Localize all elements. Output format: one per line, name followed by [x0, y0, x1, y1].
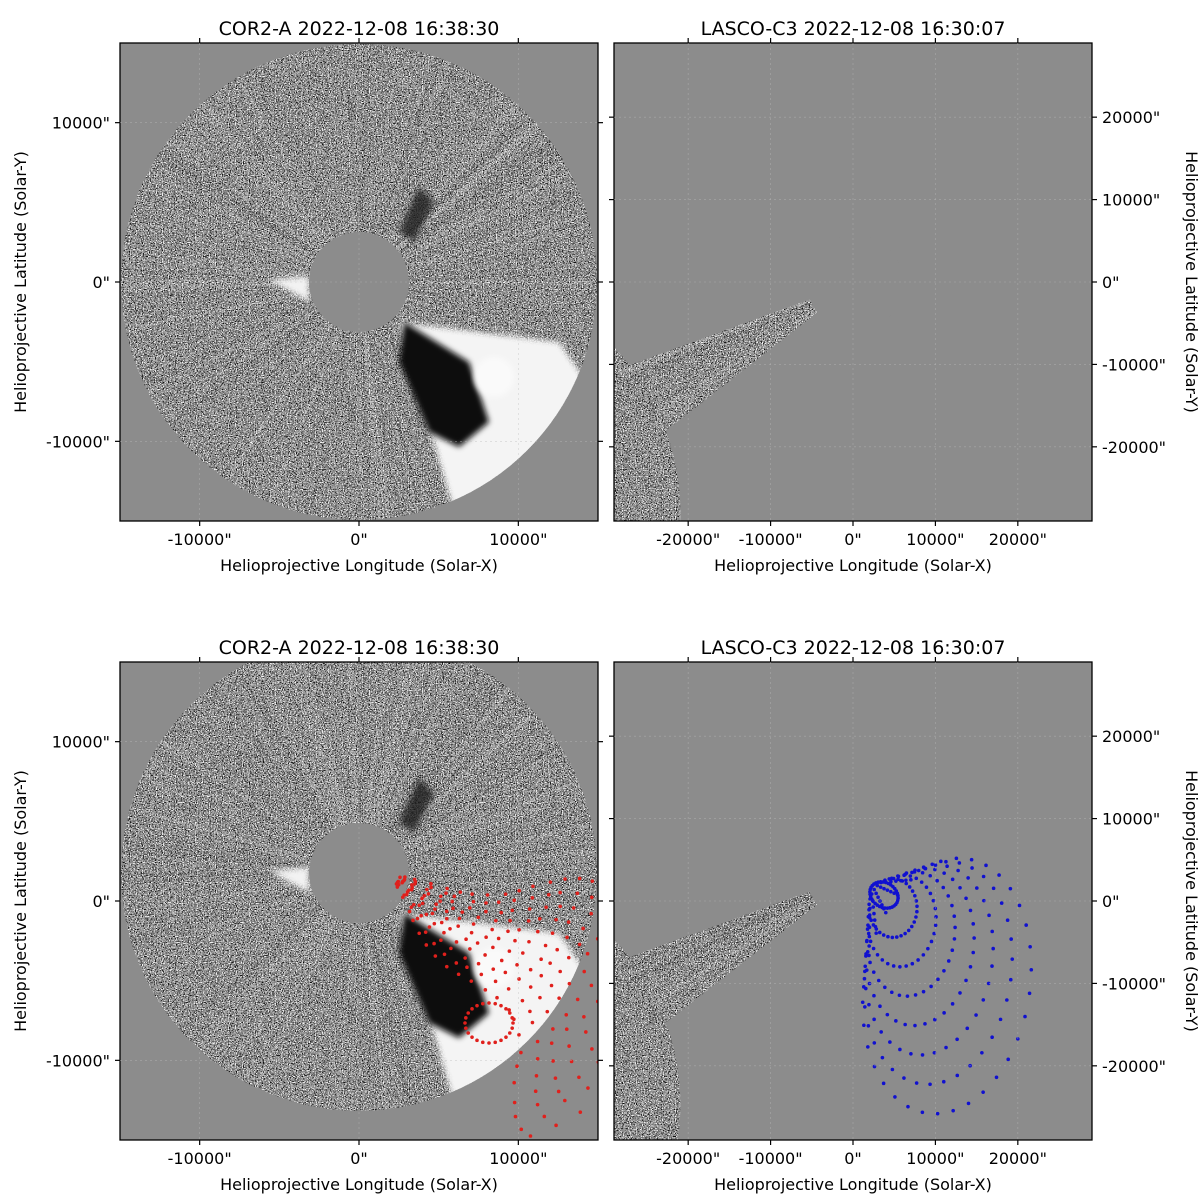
x-tick-label: 0" [350, 530, 368, 549]
coronagraph-image [121, 662, 598, 1138]
x-tick-label: 10000" [906, 530, 964, 549]
y-tick-label: -10000" [46, 432, 110, 451]
cme-dark-core [399, 913, 489, 1038]
x-tick-label: -10000" [168, 1149, 232, 1168]
y-tick-label: 10000" [1102, 191, 1160, 210]
x-tick-label: 0" [844, 1149, 862, 1168]
x-tick-label: -20000" [656, 530, 720, 549]
red-overlay-points [394, 875, 598, 1138]
y-tick-label: 10000" [52, 114, 110, 133]
x-tick-label: 10000" [489, 1149, 547, 1168]
x-axis-label: Helioprojective Longitude (Solar-X) [220, 556, 498, 575]
panel-title: LASCO-C3 2022-12-08 16:30:07 [701, 637, 1006, 659]
y-tick-label: -10000" [46, 1051, 110, 1070]
occulter-disk [309, 232, 409, 332]
x-tick-label: 0" [350, 1149, 368, 1168]
panel-title: COR2-A 2022-12-08 16:38:30 [219, 18, 500, 40]
y-tick-label: -10000" [1102, 355, 1166, 374]
y-axis-label: Helioprojective Latitude (Solar-Y) [1182, 770, 1200, 1032]
y-tick-label: -20000" [1102, 438, 1166, 457]
y-tick-label: 20000" [1102, 108, 1160, 127]
x-axis-label: Helioprojective Longitude (Solar-X) [714, 1175, 992, 1194]
cme-dark-core [399, 322, 489, 447]
x-tick-label: 0" [844, 530, 862, 549]
y-axis-label: Helioprojective Latitude (Solar-Y) [11, 151, 30, 413]
panel-top-left: COR2-A 2022-12-08 16:38:30 -10000" 0" 10000… [11, 18, 603, 575]
x-axis-label: Helioprojective Longitude (Solar-X) [220, 1175, 498, 1194]
y-tick-label: 0" [92, 892, 110, 911]
y-tick-label: -20000" [1102, 1057, 1166, 1076]
x-tick-label: 20000" [989, 530, 1047, 549]
y-tick-label: -10000" [1102, 974, 1166, 993]
panel-title: LASCO-C3 2022-12-08 16:30:07 [701, 18, 1006, 40]
panel-bottom-left: COR2-A 2022-12-08 16:38:30 -10000" 0" 10000… [11, 637, 603, 1194]
panel-title: COR2-A 2022-12-08 16:38:30 [219, 637, 500, 659]
y-tick-label: 10000" [52, 733, 110, 752]
y-tick-label: 10000" [1102, 810, 1160, 829]
x-tick-label: -10000" [168, 530, 232, 549]
y-axis-label: Helioprojective Latitude (Solar-Y) [1182, 151, 1200, 413]
y-tick-label: 20000" [1102, 727, 1160, 746]
occulter-disk [807, 827, 903, 923]
x-tick-label: 10000" [489, 530, 547, 549]
x-tick-label: 10000" [906, 1149, 964, 1168]
y-axis-label: Helioprojective Latitude (Solar-Y) [11, 770, 30, 1032]
x-tick-label: -10000" [739, 530, 803, 549]
x-tick-label: 20000" [989, 1149, 1047, 1168]
x-axis-label: Helioprojective Longitude (Solar-X) [714, 556, 992, 575]
panel-top-right: LASCO-C3 2022-12-08 16:30:07 -20000" -1000… [609, 18, 1200, 575]
panel-bottom-right: LASCO-C3 2022-12-08 16:30:07 -20000" -1000… [609, 637, 1200, 1194]
y-tick-label: 0" [92, 273, 110, 292]
x-tick-label: -20000" [656, 1149, 720, 1168]
y-tick-label: 0" [1102, 892, 1120, 911]
x-tick-label: -10000" [739, 1149, 803, 1168]
occulter-disk [807, 235, 903, 331]
blue-overlay-points [860, 856, 1034, 1116]
y-tick-label: 0" [1102, 273, 1120, 292]
